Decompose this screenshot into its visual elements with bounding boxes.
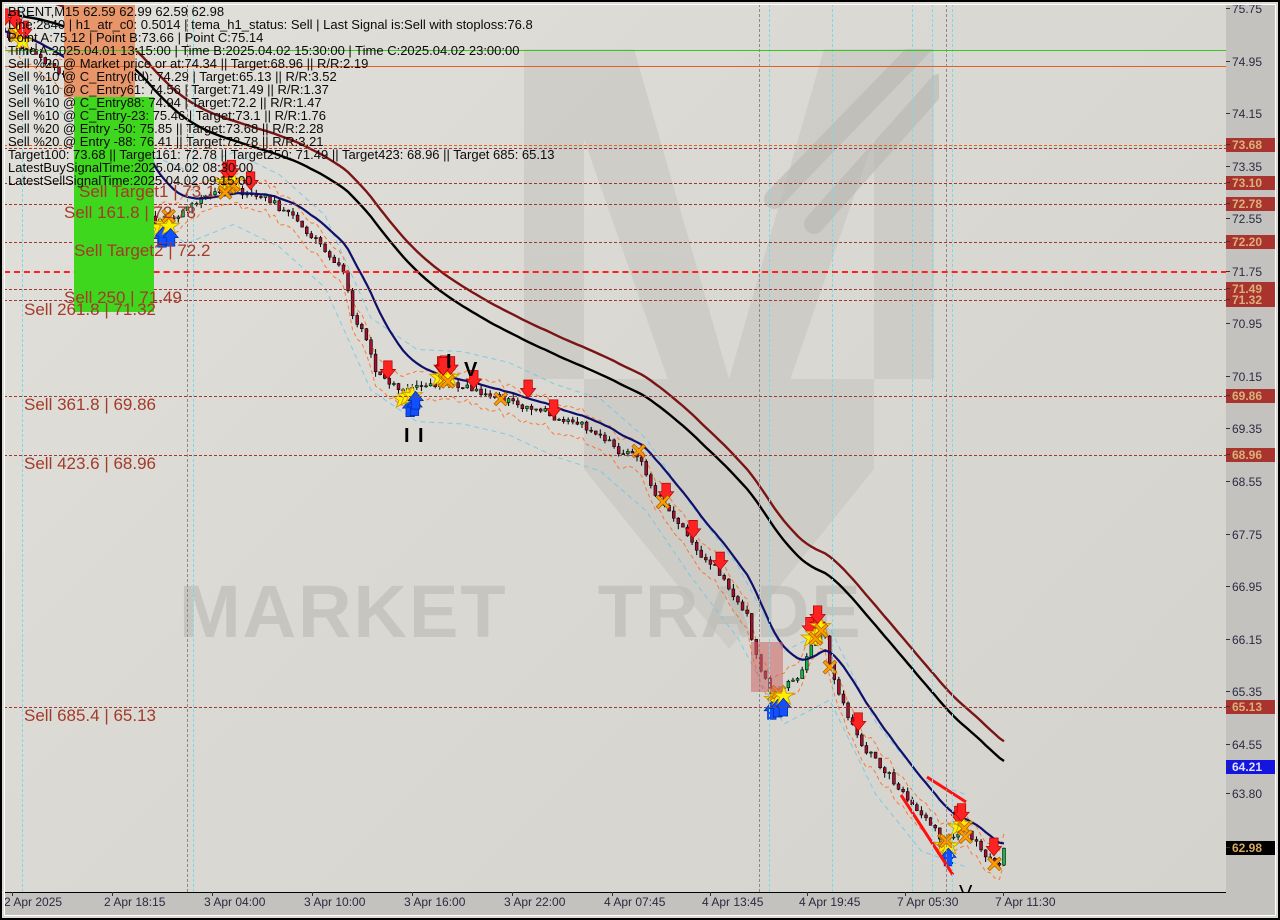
svg-text:V: V [959,882,973,893]
svg-text:V: V [464,359,478,381]
svg-text:I: I [404,425,410,447]
svg-text:I: I [418,425,424,447]
svg-text:I: I [446,351,452,373]
